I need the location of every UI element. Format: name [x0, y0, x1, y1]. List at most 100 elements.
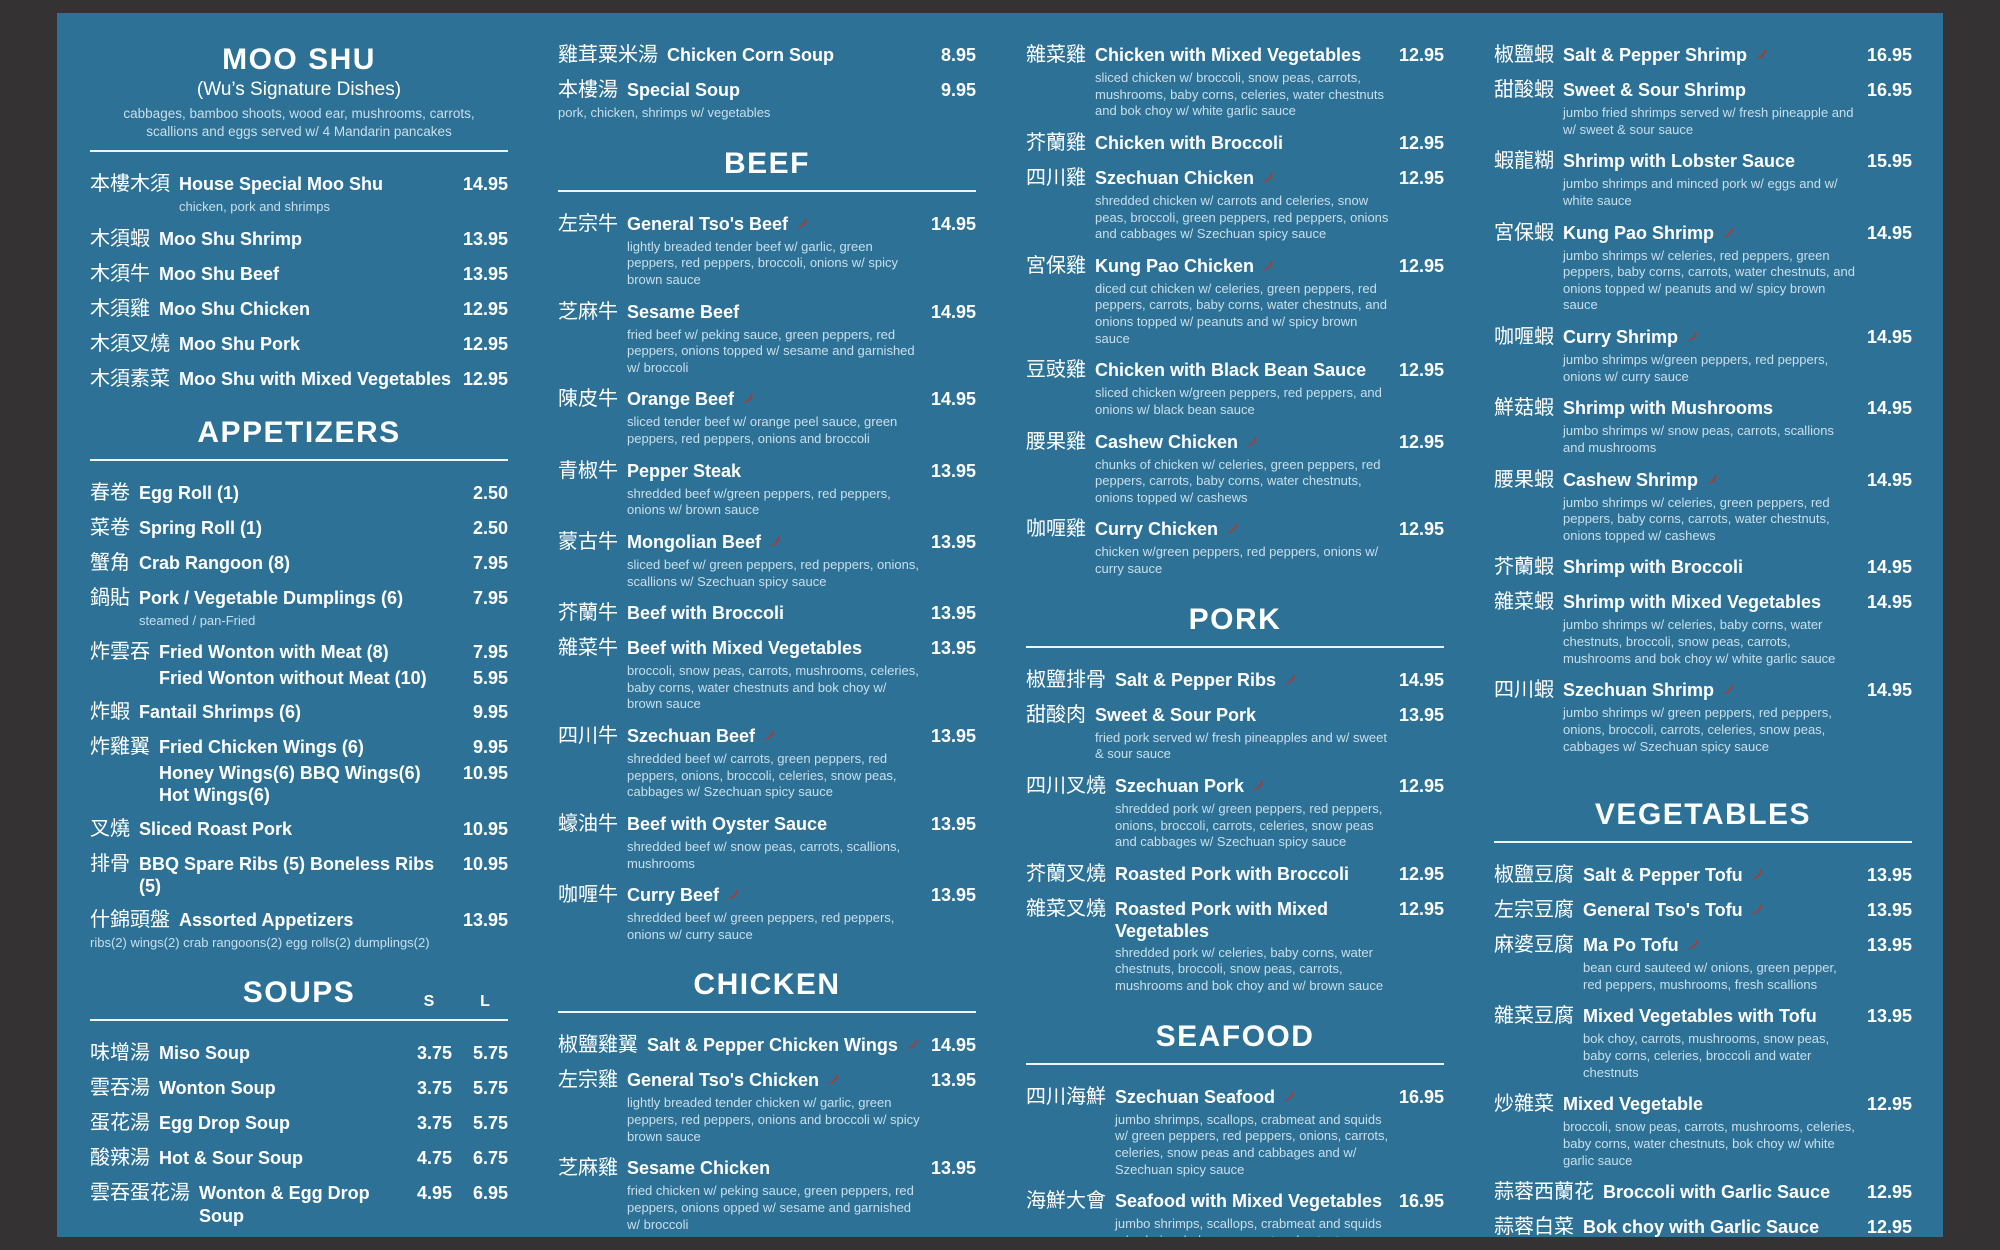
price-value: 13.95 — [1866, 1006, 1912, 1027]
menu-column-4: 椒鹽蝦 Salt & Pepper Shrimp 16.95 甜酸蝦 Sweet & S… — [1494, 43, 1912, 1237]
item-name-en: Crab Rangoon (8) — [139, 552, 290, 573]
menu-item: 蒙古牛 Mongolian Beef 13.95 sliced beef w/ gre… — [558, 530, 976, 591]
menu-item: 蠔油牛 Beef with Oyster Sauce 13.95 shredded b… — [558, 812, 976, 873]
item-name: Chicken with Black Bean Sauce — [1095, 359, 1389, 382]
menu-item: 味增湯 Miso Soup 3.75 5.75 — [90, 1041, 508, 1066]
item-prices: 14.95 — [1866, 592, 1912, 613]
item-prices: 12.95 — [1398, 776, 1444, 797]
price-value: 13.95 — [930, 1070, 976, 1091]
item-prices: 13.95 — [930, 532, 976, 553]
item-name-en: Roasted Pork with Mixed Vegetables — [1115, 898, 1329, 942]
menu-item: 椒鹽排骨 Salt & Pepper Ribs 14.95 — [1026, 668, 1444, 693]
price-value: 13.95 — [930, 885, 976, 906]
item-name-zh: 椒鹽豆腐 — [1494, 864, 1574, 887]
price-value: 14.95 — [1866, 680, 1912, 701]
price-value: 12.95 — [462, 298, 508, 319]
item-name-zh: 炸雞翼 — [90, 735, 150, 758]
price-value: 10.95 — [462, 818, 508, 839]
section-pork: PORK 椒鹽排骨 Salt & Pepper Ribs 14.95 甜酸肉 Sweet … — [1026, 603, 1444, 996]
item-description: jumbo shrimps w/green peppers, red peppe… — [1563, 352, 1829, 384]
menu-item: 芥蘭牛 Beef with Broccoli 13.95 — [558, 601, 976, 626]
spicy-icon — [795, 214, 810, 237]
spicy-icon — [741, 389, 756, 412]
item-name-en: Salt & Pepper Chicken Wings — [647, 1035, 898, 1056]
item-prices: 14.95 — [930, 302, 976, 323]
item-name-en: Hot & Sour Soup — [159, 1148, 303, 1169]
item-name-zh: 雜菜叉燒 — [1026, 897, 1106, 920]
menu-item: 甜酸蝦 Sweet & Sour Shrimp 16.95 jumbo fried s… — [1494, 78, 1912, 139]
item-description: ribs(2) wings(2) crab rangoons(2) egg ro… — [90, 934, 430, 950]
menu-item: 麻婆豆腐 Ma Po Tofu 13.95 bean curd sauteed w/ … — [1494, 933, 1912, 994]
item-name-en: Chicken with Broccoli — [1095, 132, 1284, 153]
menu-item: 左宗豆腐 General Tso's Tofu 13.95 — [1494, 898, 1912, 923]
section-continued: 雜菜雞 Chicken with Mixed Vegetables 12.95 sli… — [1026, 43, 1444, 579]
item-prices: 13.95 — [930, 814, 976, 835]
menu-item: 椒鹽豆腐 Salt & Pepper Tofu 13.95 — [1494, 863, 1912, 888]
price-value: 6.95 — [472, 1183, 508, 1204]
item-name-zh: 芝麻雞 — [558, 1157, 618, 1180]
price-value: 14.95 — [1866, 398, 1912, 419]
item-name-en: Miso Soup — [159, 1043, 250, 1064]
menu-item: 雜菜牛 Beef with Mixed Vegetables 13.95 brocco… — [558, 636, 976, 714]
item-name-zh: 咖喱雞 — [1026, 518, 1086, 541]
item-prices: 13.95 — [930, 1070, 976, 1091]
item-name-zh: 四川海鮮 — [1026, 1085, 1106, 1108]
item-name: Curry Chicken — [1095, 518, 1389, 542]
menu-panel: MOO SHU (Wu’s Signature Dishes) cabbages, … — [57, 13, 1943, 1237]
menu-item: 芥蘭雞 Chicken with Broccoli 12.95 — [1026, 131, 1444, 156]
item-prices: 9.95 — [462, 737, 508, 758]
item-name-en: BBQ Spare Ribs (5) Boneless Ribs (5) — [139, 853, 435, 897]
item-name-en: Sweet & Sour Pork — [1095, 704, 1257, 725]
item-name: Miso Soup — [159, 1042, 397, 1065]
item-name-en: Shrimp with Mixed Vegetables — [1563, 592, 1822, 613]
item-name: Kung Pao Chicken — [1095, 255, 1389, 279]
item-name-en: General Tso's Chicken — [627, 1070, 820, 1091]
item-name-zh: 炒雜菜 — [1494, 1093, 1554, 1116]
section-title: APPETIZERS — [197, 415, 401, 449]
price-value: 9.95 — [940, 80, 976, 100]
item-prices: 13.95 — [1866, 900, 1912, 921]
item-prices: 14.95 — [1866, 557, 1912, 578]
item-prices: 12.95 — [462, 299, 508, 320]
price-value: 12.95 — [1398, 360, 1444, 381]
menu-item: 蒜蓉西蘭花 Broccoli with Garlic Sauce 12.95 — [1494, 1180, 1912, 1205]
price-value: 13.95 — [930, 460, 976, 481]
item-name: Shrimp with Lobster Sauce — [1563, 150, 1857, 173]
item-name-en: Fried Wonton with Meat (8) — [159, 642, 389, 663]
item-prices: 15.95 — [1866, 151, 1912, 172]
item-name: BBQ Spare Ribs (5) Boneless Ribs (5) — [139, 853, 453, 898]
spicy-icon — [1705, 470, 1720, 493]
price-value: 16.95 — [1398, 1191, 1444, 1212]
item-name-zh: 宮保蝦 — [1494, 221, 1554, 244]
item-prices: 12.95 — [1866, 1182, 1912, 1203]
menu-item: 蟹角 Crab Rangoon (8) 7.95 — [90, 551, 508, 576]
item-name-zh: 木須雞 — [90, 297, 150, 320]
section-title: SEAFOOD — [1155, 1019, 1315, 1053]
item-name-zh: 咖喱蝦 — [1494, 326, 1554, 348]
menu-item: 雜菜豆腐 Mixed Vegetables with Tofu 13.95 bok c… — [1494, 1004, 1912, 1082]
item-description: jumbo shrimps w/ celeries, red peppers, … — [1563, 247, 1855, 313]
spicy-icon — [1225, 519, 1240, 542]
item-name-zh: 腰果雞 — [1026, 430, 1086, 453]
price-value: 13.95 — [930, 813, 976, 834]
section-header: SEAFOOD — [1026, 1020, 1444, 1065]
item-prices: 12.95 — [1866, 1217, 1912, 1237]
item-name-zh: 芥蘭叉燒 — [1026, 862, 1106, 885]
section-header: APPETIZERS — [90, 416, 508, 461]
price-value: 2.50 — [472, 517, 508, 538]
item-name-zh: 雜菜蝦 — [1494, 591, 1554, 614]
item-prices: 12.95 — [462, 334, 508, 355]
item-name-en: Chicken with Black Bean Sauce — [1095, 360, 1367, 381]
menu-item: 陳皮牛 Orange Beef 14.95 sliced tender beef w/… — [558, 387, 976, 448]
item-subline: Fried Wonton without Meat (10) — [159, 668, 427, 689]
price-value: 10.95 — [462, 762, 508, 783]
item-name: Moo Shu with Mixed Vegetables — [179, 368, 453, 391]
item-name-zh: 雜菜牛 — [558, 637, 618, 660]
section-chicken: CHICKEN 椒鹽雞翼 Salt & Pepper Chicken Wings 14… — [558, 968, 976, 1237]
item-name: Curry Beef — [627, 884, 921, 908]
item-name: Fried Chicken Wings (6) — [159, 736, 453, 759]
item-name-zh: 陳皮牛 — [558, 388, 618, 411]
item-prices: 13.95 — [930, 603, 976, 624]
item-name-zh: 木須素菜 — [90, 367, 170, 390]
item-name-en: Mongolian Beef — [627, 531, 761, 552]
